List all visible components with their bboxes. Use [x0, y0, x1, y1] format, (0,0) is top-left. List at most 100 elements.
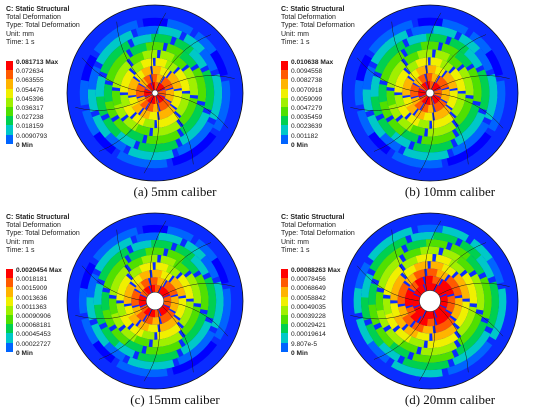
result-time: Time: 1 s [6, 246, 35, 254]
legend-swatch [281, 97, 288, 107]
legend-swatch [281, 278, 288, 288]
legend-entry: 0.00022727 [6, 340, 96, 352]
legend-swatch [6, 79, 13, 89]
legend-entry: 0.027238 [6, 114, 96, 126]
legend-swatch [6, 106, 13, 117]
legend-c: 0.0020454 Max 0.0018181 0.0015909 0.0013636… [6, 267, 96, 361]
legend-value-label: 0.00049035 [291, 303, 326, 311]
legend-swatch [6, 116, 13, 126]
legend-entry: 0.00049035 [281, 303, 371, 315]
legend-swatch [281, 269, 288, 279]
mesh-boundary-lines [350, 12, 510, 174]
legend-value-label: 0.00019614 [291, 331, 326, 339]
result-name: Total Deformation [281, 14, 336, 22]
legend-entry: 0 Min [6, 141, 96, 153]
legend-value-label: 0.00022727 [16, 340, 51, 348]
contour-plot-a [66, 4, 244, 182]
result-unit: Unit: mm [281, 238, 309, 246]
result-time: Time: 1 s [281, 246, 310, 254]
legend-value-label: 0.0090793 [16, 132, 48, 140]
legend-min-label: 0 Min [291, 141, 308, 149]
legend-value-label: 0.0047279 [291, 104, 323, 112]
legend-min-label: 0 Min [16, 349, 33, 357]
result-type: Type: Total Deformation [281, 22, 355, 30]
legend-entry: 0.018159 [6, 123, 96, 135]
legend-swatch [6, 296, 13, 306]
legend-swatch [281, 287, 288, 297]
legend-entry: 0.036317 [6, 104, 96, 117]
contour-bands [78, 224, 232, 378]
legend-swatch [281, 79, 288, 89]
legend-b: 0.010638 Max 0.0094558 0.0082738 0.0070918 0… [281, 59, 371, 153]
info-block-d: C: Static Structural Total Deformation T… [281, 214, 355, 255]
result-type: Type: Total Deformation [6, 22, 80, 30]
legend-value-label: 0.027238 [16, 114, 44, 122]
panel-a: C: Static Structural Total Deformation T… [0, 0, 275, 207]
result-name: Total Deformation [6, 14, 61, 22]
caption-c: (c) 15mm caliber [130, 392, 220, 407]
center-hole [151, 89, 159, 97]
analysis-title: C: Static Structural [6, 214, 70, 221]
legend-entry: 0.081713 Max [6, 59, 96, 71]
legend-value-label: 0.036317 [16, 104, 44, 112]
legend-entry: 0.054476 [6, 86, 96, 98]
legend-entry: 0.0070918 [281, 87, 371, 98]
result-time: Time: 1 s [281, 38, 310, 46]
legend-value-label: 0.054476 [16, 86, 44, 94]
contour-plot-d [341, 212, 519, 390]
contour-bands [354, 17, 506, 169]
legend-entry: 0.00088263 Max [281, 267, 371, 279]
result-type: Type: Total Deformation [6, 230, 80, 238]
result-unit: Unit: mm [281, 30, 309, 38]
legend-entry: 0.0059099 [281, 95, 371, 107]
legend-value-label: 0.0059099 [291, 95, 323, 103]
legend-min-label: 0 Min [291, 349, 308, 357]
panel-b: C: Static Structural Total Deformation T… [275, 0, 550, 207]
legend-value-label: 0.00029421 [291, 322, 326, 330]
legend-max-label: 0.081713 Max [16, 59, 59, 66]
legend-value-label: 0.00045453 [16, 331, 51, 339]
legend-swatch [281, 134, 288, 144]
legend-max-label: 0.00088263 Max [291, 267, 341, 274]
legend-entry: 9.807e-5 [281, 340, 371, 352]
analysis-title: C: Static Structural [6, 6, 70, 13]
legend-value-label: 0.0018181 [16, 276, 48, 284]
legend-value-label: 0.0011363 [16, 303, 47, 311]
legend-entry: 0.00068181 [6, 322, 96, 334]
info-block-a: C: Static Structural Total Deformation T… [6, 6, 80, 47]
legend-swatch [6, 324, 13, 334]
legend-entry: 0.0020454 Max [6, 267, 96, 279]
legend-entry: 0 Min [6, 349, 96, 361]
info-block-b: C: Static Structural Total Deformation T… [281, 6, 355, 47]
legend-entry: 0 Min [281, 141, 371, 153]
legend-entry: 0.00068649 [281, 285, 371, 297]
legend-value-label: 0.063555 [16, 77, 44, 85]
legend-a: 0.081713 Max 0.072634 0.063555 0.054476 0.04… [6, 59, 96, 153]
legend-value-label: 0.0015909 [16, 285, 48, 293]
legend-swatch [6, 287, 13, 297]
legend-entry: 0.072634 [6, 68, 96, 80]
legend-value-label: 0.00068181 [16, 322, 51, 330]
legend-entry: 0 Min [281, 349, 371, 361]
legend-value-label: 9.807e-5 [291, 340, 318, 348]
legend-entry: 0.010638 Max [281, 59, 371, 71]
legend-value-label: 0.0082738 [291, 77, 323, 85]
legend-value-label: 0.045396 [16, 95, 44, 103]
result-unit: Unit: mm [6, 238, 34, 246]
analysis-title: C: Static Structural [281, 6, 345, 13]
legend-entry: 0.0090793 [6, 132, 96, 144]
legend-swatch [281, 324, 288, 334]
legend-swatch [6, 134, 13, 144]
legend-swatch [6, 97, 13, 107]
legend-value-label: 0.00090906 [16, 312, 51, 320]
legend-entry: 0.00090906 [6, 312, 96, 325]
legend-max-label: 0.010638 Max [291, 59, 334, 66]
legend-entry: 0.0013636 [6, 295, 96, 306]
mesh-boundary-lines [75, 220, 235, 382]
legend-min-label: 0 Min [16, 141, 33, 149]
result-name: Total Deformation [6, 222, 61, 230]
legend-swatch [281, 70, 288, 80]
legend-swatch [6, 342, 13, 352]
legend-value-label: 0.00039228 [291, 312, 326, 320]
